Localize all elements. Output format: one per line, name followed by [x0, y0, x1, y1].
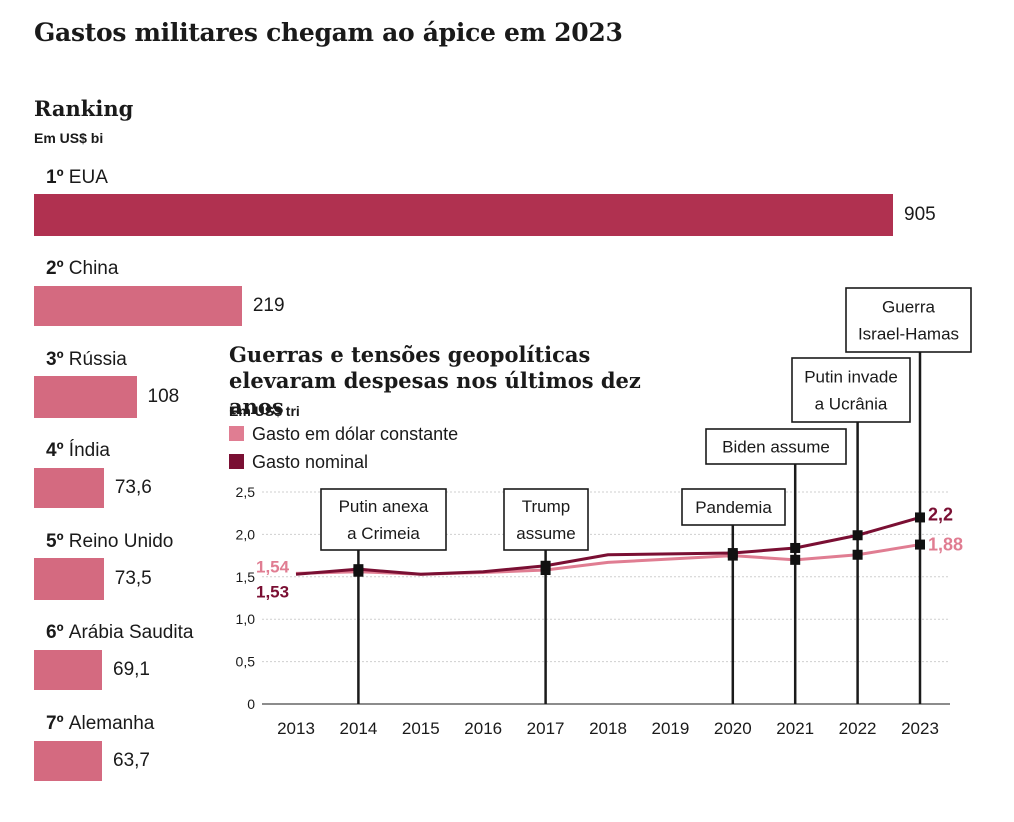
- y-tick-label: 2,0: [236, 526, 256, 542]
- event-box: [705, 428, 847, 465]
- line-chart-title: Guerras e tensões geopolíticas elevaram …: [229, 342, 641, 419]
- bar-4: [34, 558, 104, 600]
- bar-label-5: 6º Arábia Saudita: [46, 622, 193, 644]
- legend-swatch-nominal: [229, 454, 244, 469]
- ranking-unit: Em US$ bi: [34, 130, 104, 146]
- event-box: [320, 488, 447, 551]
- bar-value-label: 73,5: [114, 568, 152, 589]
- series-end-label: 1,88: [928, 535, 963, 555]
- series-start-label: 1,54: [256, 557, 290, 576]
- bar-2: [34, 376, 137, 418]
- event-box: [791, 357, 911, 423]
- event-marker: [540, 560, 551, 571]
- page-title: Gastos militares chegam ao ápice em 2023: [34, 18, 623, 47]
- event-box: [503, 488, 589, 551]
- event-box: [681, 488, 786, 526]
- bar-6: [34, 741, 102, 781]
- event-label: Israel-Hamas: [858, 325, 959, 344]
- bar-category: Índia: [68, 440, 110, 461]
- ranking-title: Ranking: [34, 96, 134, 121]
- legend-label-nominal: Gasto nominal: [252, 452, 369, 472]
- x-tick-label: 2017: [527, 719, 565, 738]
- bar-category: Arábia Saudita: [68, 622, 194, 643]
- bar-label-6: 7º Alemanha: [46, 713, 154, 735]
- bar-rank: 2º: [46, 258, 69, 279]
- series-line-nominal: [295, 515, 921, 576]
- bar-value-label: 73,6: [114, 477, 152, 498]
- event-marker: [852, 549, 863, 560]
- x-tick-label: 2016: [464, 719, 502, 738]
- bar-5: [34, 650, 102, 690]
- event-marker: [790, 542, 801, 553]
- bar-value-label: 219: [252, 295, 285, 316]
- bar-rank: 4º: [46, 440, 69, 461]
- legend-label-constant: Gasto em dólar constante: [252, 424, 459, 444]
- event-label: Guerra: [882, 298, 935, 317]
- bar-category: Rússia: [68, 349, 127, 370]
- x-tick-label: 2022: [839, 719, 877, 738]
- bar-label-0: 1º EUA: [46, 167, 108, 189]
- bar-0: [34, 194, 893, 236]
- bar-3: [34, 468, 104, 508]
- event-marker: [915, 539, 925, 550]
- event-label: Putin anexa: [339, 497, 429, 516]
- event-marker: [915, 512, 925, 523]
- legend-swatch-constant: [229, 426, 244, 441]
- line-chart-unit: Em US$ tri: [229, 403, 300, 419]
- event-label: assume: [516, 524, 576, 543]
- bar-category: Reino Unido: [68, 531, 174, 552]
- bar-value-label: 69,1: [113, 659, 150, 680]
- event-marker: [353, 564, 364, 575]
- x-tick-label: 2021: [776, 719, 814, 738]
- bar-rank: 6º: [46, 622, 69, 643]
- y-tick-label: 0,5: [236, 654, 256, 670]
- bar-rank: 3º: [46, 349, 69, 370]
- bar-label-3: 4º Índia: [46, 440, 110, 462]
- bar-label-2: 3º Rússia: [46, 349, 127, 371]
- bar-category: China: [68, 258, 119, 279]
- bar-rank: 5º: [46, 531, 69, 552]
- x-tick-label: 2023: [901, 719, 939, 738]
- event-label: Trump: [522, 497, 571, 516]
- event-marker: [852, 530, 863, 541]
- bar-rank: 1º: [46, 167, 69, 188]
- y-tick-label: 1,5: [236, 569, 256, 585]
- legend-item-constant: Gasto em dólar constante: [229, 424, 458, 445]
- event-label: a Crimeia: [347, 524, 420, 543]
- x-tick-label: 2013: [277, 719, 315, 738]
- event-label: a Ucrânia: [815, 395, 888, 414]
- bar-1: [34, 286, 242, 326]
- series-start-label: 1,53: [256, 582, 289, 601]
- event-label: Biden assume: [722, 438, 830, 457]
- series-end-label: 2,2: [928, 504, 953, 524]
- event-box: [845, 287, 972, 353]
- y-tick-label: 0: [247, 696, 255, 712]
- x-tick-label: 2014: [339, 719, 377, 738]
- legend-item-nominal: Gasto nominal: [229, 452, 368, 473]
- bar-value-label: 905: [904, 204, 936, 225]
- x-tick-label: 2020: [714, 719, 752, 738]
- event-marker: [727, 548, 738, 559]
- y-tick-label: 2,5: [236, 484, 256, 500]
- bar-category: Alemanha: [68, 713, 155, 734]
- bar-category: EUA: [68, 167, 108, 188]
- x-tick-label: 2015: [402, 719, 440, 738]
- event-label: Pandemia: [695, 498, 772, 517]
- x-tick-label: 2019: [651, 719, 689, 738]
- bar-value-label: 63,7: [113, 750, 150, 771]
- bar-value-label: 108: [147, 386, 180, 407]
- bar-label-1: 2º China: [46, 258, 118, 280]
- x-tick-label: 2018: [589, 719, 627, 738]
- bar-rank: 7º: [46, 713, 69, 734]
- event-label: Putin invade: [804, 368, 898, 387]
- bar-label-4: 5º Reino Unido: [46, 531, 173, 553]
- event-marker: [790, 554, 801, 565]
- y-tick-label: 1,0: [236, 611, 256, 627]
